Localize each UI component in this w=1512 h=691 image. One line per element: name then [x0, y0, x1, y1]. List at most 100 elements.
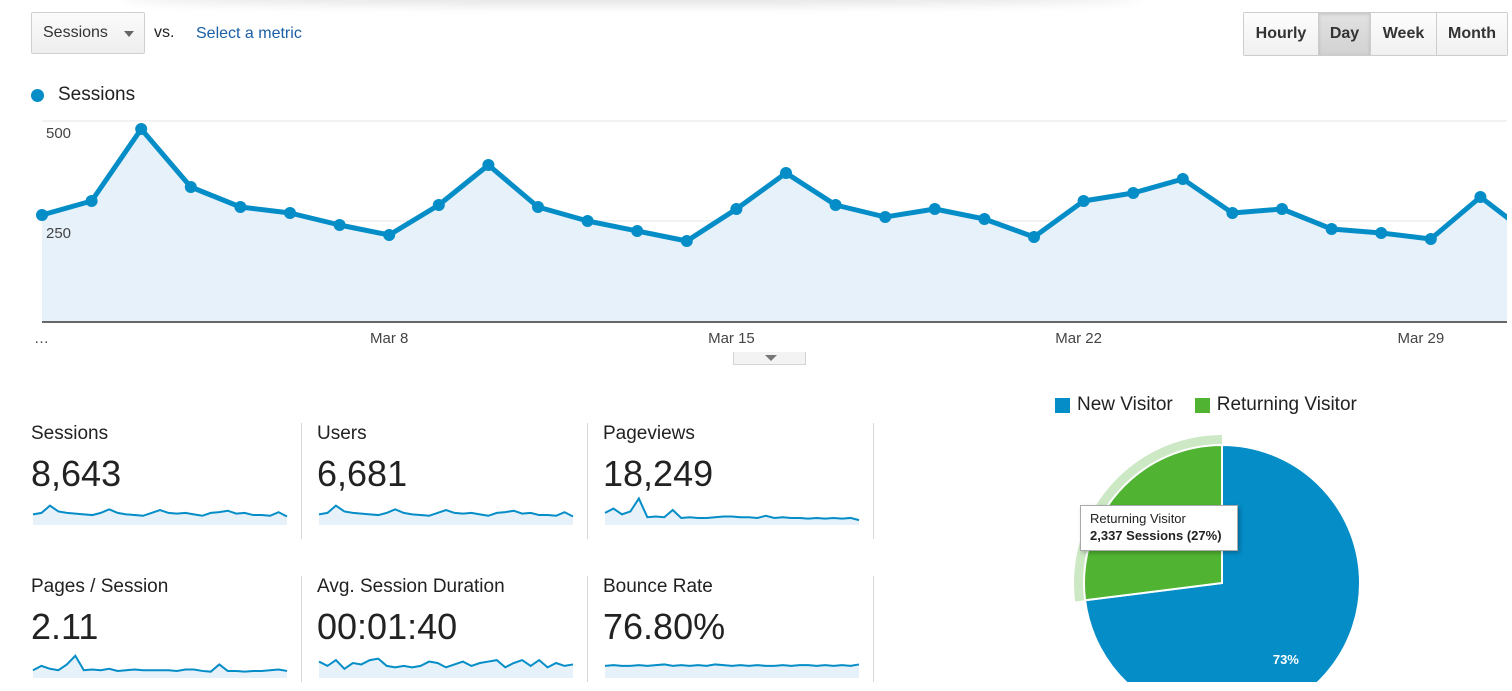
data-point[interactable]: [1375, 227, 1388, 239]
divider: [587, 423, 588, 539]
sparkline: [32, 504, 288, 525]
data-point[interactable]: [284, 207, 296, 219]
data-point[interactable]: [829, 199, 842, 211]
data-point[interactable]: [1127, 187, 1140, 199]
data-point[interactable]: [85, 195, 98, 207]
data-point[interactable]: [234, 201, 247, 213]
data-point[interactable]: [482, 159, 495, 171]
divider: [301, 576, 302, 682]
sparkline: [604, 496, 860, 525]
x-tick-label: Mar 15: [708, 330, 755, 347]
sparkline: [32, 654, 288, 678]
scorecard-pages-per-session[interactable]: Pages / Session 2.11: [31, 576, 293, 691]
metric-select-value: Sessions: [43, 24, 108, 41]
month-button[interactable]: Month: [1436, 13, 1507, 55]
scorecard-value: 00:01:40: [317, 606, 458, 647]
sparkline-line: [604, 663, 860, 667]
scorecard-value: 76.80%: [603, 606, 726, 647]
sparkline-line: [318, 657, 574, 671]
divider: [587, 576, 588, 682]
data-point[interactable]: [928, 203, 941, 215]
scorecard-avg-session-duration[interactable]: Avg. Session Duration 00:01:40: [317, 576, 579, 691]
data-point[interactable]: [780, 167, 792, 179]
chevron-down-icon: [765, 355, 777, 361]
scorecard-value: 18,249: [603, 453, 714, 494]
data-point[interactable]: [383, 229, 396, 241]
data-point[interactable]: [184, 181, 197, 193]
sparkline-area: [33, 505, 287, 525]
vs-label: vs.: [154, 24, 175, 41]
legend-label: Returning Visitor: [1216, 394, 1357, 415]
divider: [873, 576, 874, 682]
data-point[interactable]: [1028, 231, 1040, 243]
data-point[interactable]: [879, 211, 892, 223]
scorecard-label: Pageviews: [603, 423, 695, 444]
divider: [873, 423, 874, 539]
data-point[interactable]: [1176, 173, 1189, 185]
scorecard-value: 2.11: [31, 606, 99, 647]
data-point[interactable]: [1077, 195, 1090, 207]
expand-chart-tab[interactable]: [733, 352, 806, 365]
pie-legend: New Visitor Returning Visitor: [1055, 394, 1379, 416]
x-tick-label: Mar 8: [370, 330, 408, 347]
compare-metric-link[interactable]: Select a metric: [196, 25, 302, 42]
data-point[interactable]: [1325, 223, 1338, 235]
scorecard-label: Sessions: [31, 423, 109, 444]
day-button[interactable]: Day: [1318, 13, 1370, 55]
sessions-over-time-chart: 500 250 … Mar 8 Mar 15 Mar 22 Mar 29: [34, 120, 1507, 347]
sparkline: [318, 504, 574, 525]
legend-item-new-visitor[interactable]: New Visitor: [1055, 394, 1173, 416]
pie-slice-label: 73%: [1273, 652, 1299, 667]
chart-legend: Sessions: [31, 84, 135, 106]
sessions-legend-label: Sessions: [58, 84, 136, 105]
sparkline-line: [32, 504, 288, 518]
data-point[interactable]: [532, 201, 544, 213]
data-point[interactable]: [432, 199, 445, 211]
visitor-type-pie-chart: 73%: [1074, 435, 1361, 682]
sparkline-area: [605, 664, 859, 678]
scorecard-sessions[interactable]: Sessions 8,643: [31, 423, 293, 538]
scorecard-bounce-rate[interactable]: Bounce Rate 76.80%: [603, 576, 865, 691]
sessions-area: [42, 129, 1507, 321]
scorecard-label: Bounce Rate: [603, 576, 713, 597]
sparkline-area: [319, 505, 573, 525]
week-button[interactable]: Week: [1370, 13, 1436, 55]
scorecard-pageviews[interactable]: Pageviews 18,249: [603, 423, 865, 538]
data-point[interactable]: [730, 203, 743, 215]
legend-item-returning-visitor[interactable]: Returning Visitor: [1194, 394, 1357, 416]
data-point[interactable]: [1276, 203, 1288, 215]
pie-tooltip: Returning Visitor 2,337 Sessions (27%): [1080, 505, 1238, 551]
data-point[interactable]: [631, 225, 644, 237]
sparkline-line: [604, 496, 860, 522]
granularity-toggle: Hourly Day Week Month: [1243, 12, 1508, 56]
scorecard-label: Users: [317, 423, 367, 444]
legend-swatch: [1055, 397, 1070, 413]
data-point[interactable]: [333, 219, 346, 231]
data-point[interactable]: [581, 215, 594, 227]
sparkline: [318, 657, 574, 678]
scorecard-label: Pages / Session: [31, 576, 169, 597]
chevron-down-icon: [124, 31, 134, 37]
scorecard-value: 6,681: [317, 453, 408, 494]
divider: [301, 423, 302, 539]
data-point[interactable]: [135, 123, 148, 135]
sparkline-line: [32, 654, 288, 673]
scorecard-users[interactable]: Users 6,681: [317, 423, 579, 538]
data-point[interactable]: [680, 235, 693, 247]
tooltip-detail: 2,337 Sessions (27%): [1090, 528, 1222, 543]
data-point[interactable]: [978, 213, 991, 225]
scorecard-value: 8,643: [31, 453, 122, 494]
data-point[interactable]: [1474, 191, 1487, 203]
sparkline-area: [605, 498, 859, 525]
sparkline-line: [318, 504, 574, 518]
sessions-legend-dot: [31, 88, 44, 102]
data-point[interactable]: [1424, 233, 1437, 245]
tooltip-title: Returning Visitor: [1090, 511, 1186, 526]
data-point[interactable]: [1226, 207, 1239, 219]
x-tick-label: Mar 29: [1398, 330, 1445, 347]
sparkline-area: [33, 655, 287, 678]
sparkline: [604, 663, 860, 678]
hourly-button[interactable]: Hourly: [1244, 13, 1318, 55]
metric-select[interactable]: Sessions: [31, 12, 145, 54]
data-point[interactable]: [36, 209, 48, 221]
